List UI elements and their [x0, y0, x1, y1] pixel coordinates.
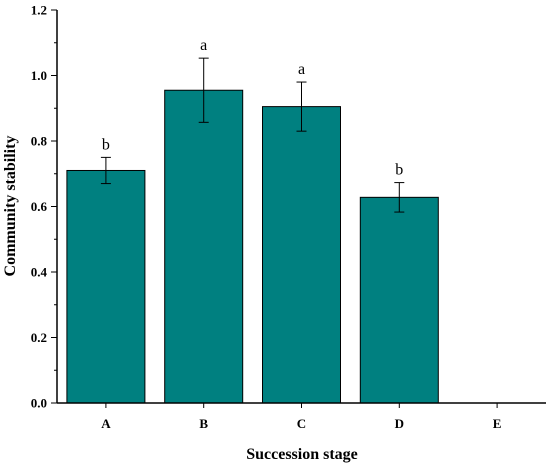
x-axis-title: Succession stage	[246, 446, 358, 463]
significance-label-C: a	[298, 61, 305, 78]
error-bar-B	[198, 57, 209, 123]
y-tick-label-0.0: 0.0	[31, 396, 47, 411]
significance-labels: b a a b	[102, 37, 403, 178]
y-axis-title: Community stability	[2, 136, 19, 277]
significance-label-B: a	[200, 37, 207, 54]
x-tick-label-D: D	[395, 416, 404, 431]
x-tick-label-B: B	[199, 416, 208, 431]
significance-label-A: b	[102, 136, 110, 153]
y-ticks: 0.0 0.2 0.4 0.6 0.8 1.0 1.2	[31, 3, 57, 411]
y-tick-label-0.6: 0.6	[31, 199, 48, 214]
bars	[66, 89, 439, 404]
bar-B	[164, 89, 244, 404]
x-tick-label-C: C	[297, 416, 306, 431]
x-tick-label-E: E	[493, 416, 502, 431]
error-bar-A	[100, 156, 111, 185]
x-tick-label-A: A	[101, 416, 111, 431]
y-tick-label-0.8: 0.8	[31, 134, 48, 149]
y-tick-label-1.2: 1.2	[31, 3, 47, 18]
bar-C	[262, 106, 341, 404]
y-tick-label-1.0: 1.0	[31, 68, 47, 83]
bar-A	[66, 169, 146, 404]
error-bar-C	[296, 81, 307, 132]
x-ticks: A B C D E	[101, 403, 501, 431]
error-bars	[100, 57, 405, 213]
error-bar-D	[394, 182, 405, 213]
bar-D	[359, 196, 439, 404]
y-tick-label-0.4: 0.4	[31, 265, 48, 280]
y-tick-label-0.2: 0.2	[31, 330, 47, 345]
significance-label-D: b	[395, 162, 403, 179]
